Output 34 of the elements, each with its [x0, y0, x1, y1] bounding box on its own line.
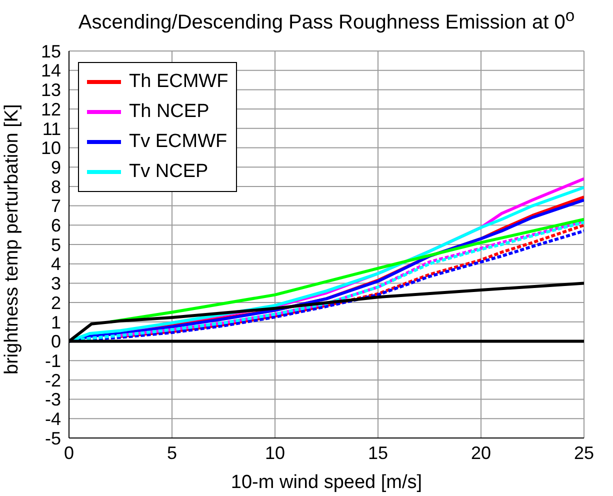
y-tick-label: 10: [40, 138, 61, 158]
y-tick-label: 6: [50, 216, 61, 236]
y-tick-label: 8: [50, 176, 61, 197]
y-tick-label: -1: [44, 350, 61, 371]
legend-label: Th ECMWF: [129, 71, 228, 93]
y-tick-label: 0: [50, 332, 61, 352]
y-tick-label: 11: [42, 118, 61, 139]
y-axis-title: brightness temp perturbation [K]: [2, 104, 23, 374]
y-tick-label: 4: [50, 254, 61, 274]
y-tick-label: 15: [40, 41, 61, 62]
x-tick-label: 15: [368, 442, 388, 463]
x-axis-title: 10-m wind speed [m/s]: [230, 472, 422, 493]
y-tick-label: 5: [50, 234, 61, 255]
y-tick-label: 2: [50, 292, 61, 313]
y-tick-label: -3: [44, 390, 61, 410]
x-tick-label: 5: [166, 442, 178, 463]
y-tick-label: -5: [44, 428, 61, 448]
x-tick-label: 0: [64, 442, 74, 463]
y-tick-label: 14: [40, 60, 61, 81]
x-tick-label: 20: [470, 442, 492, 463]
legend-label: Tv ECMWF: [129, 131, 228, 153]
x-tick-label: 10: [264, 442, 286, 463]
y-tick-label: 1: [50, 312, 61, 332]
y-tick-label: 3: [50, 274, 61, 294]
y-tick-label: 12: [40, 99, 61, 120]
x-tick-label: 25: [574, 442, 594, 463]
y-tick-label: -4: [44, 409, 61, 430]
chart-title: Ascending/Descending Pass Roughness Emission at 0$^{o}$: [77, 6, 576, 35]
y-tick-label: -2: [44, 370, 61, 390]
y-tick-label: 13: [40, 80, 61, 100]
y-tick-label: 7: [50, 196, 61, 216]
y-tick-label: 9: [50, 157, 61, 178]
legend-label: Th NCEP: [129, 101, 210, 123]
legend-label: Tv NCEP: [129, 161, 208, 183]
